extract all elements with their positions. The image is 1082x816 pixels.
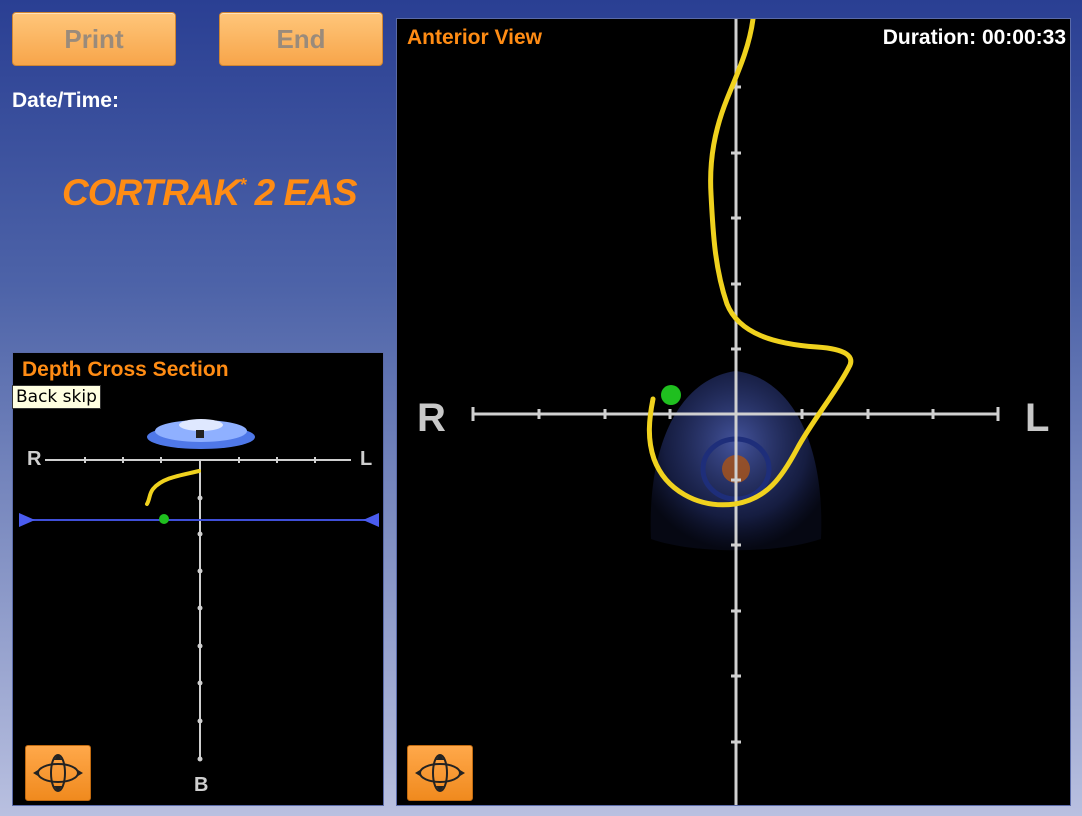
brand-name: CORTRAK	[62, 172, 240, 213]
depth-right-label: L	[360, 448, 372, 470]
brand-suffix: 2 EAS	[245, 172, 358, 213]
back-skip-tooltip: Back skip	[12, 385, 101, 409]
depth-panel-title: Depth Cross Section	[22, 358, 229, 381]
anterior-tube-path	[646, 19, 854, 508]
anterior-view-panel: Anterior View Duration: 00:00:33	[396, 18, 1071, 806]
depth-left-label: R	[27, 448, 42, 470]
depth-rotate-button[interactable]	[25, 745, 91, 801]
brand-logo: CORTRAK* 2 EAS	[62, 172, 358, 214]
sensor-receiver-icon	[147, 419, 255, 449]
print-button[interactable]: Print	[12, 12, 176, 66]
anterior-left-label: R	[417, 396, 446, 440]
depth-bottom-label: B	[194, 774, 208, 796]
duration-value: 00:00:33	[981, 26, 1066, 49]
anterior-rotate-button[interactable]	[407, 745, 473, 801]
anterior-right-label: L	[1025, 396, 1049, 440]
anterior-view-canvas: R L	[417, 19, 1049, 805]
datetime-label: Date/Time:	[12, 89, 119, 112]
rotate-view-icon	[415, 754, 465, 792]
anterior-tip-marker	[661, 385, 681, 405]
duration-label: Duration:	[882, 26, 977, 49]
depth-tip-marker	[159, 514, 169, 524]
end-button[interactable]: End	[219, 12, 383, 66]
duration-readout: Duration: 00:00:33	[883, 26, 1066, 50]
depth-plane-line	[19, 513, 379, 527]
brand-sup: *	[239, 175, 246, 195]
depth-view-canvas: R L B	[19, 419, 379, 796]
depth-tube-path	[145, 469, 201, 506]
anterior-panel-title: Anterior View	[407, 26, 542, 49]
depth-cross-section-panel: Depth Cross Section	[12, 352, 384, 806]
rotate-view-icon	[33, 754, 83, 792]
